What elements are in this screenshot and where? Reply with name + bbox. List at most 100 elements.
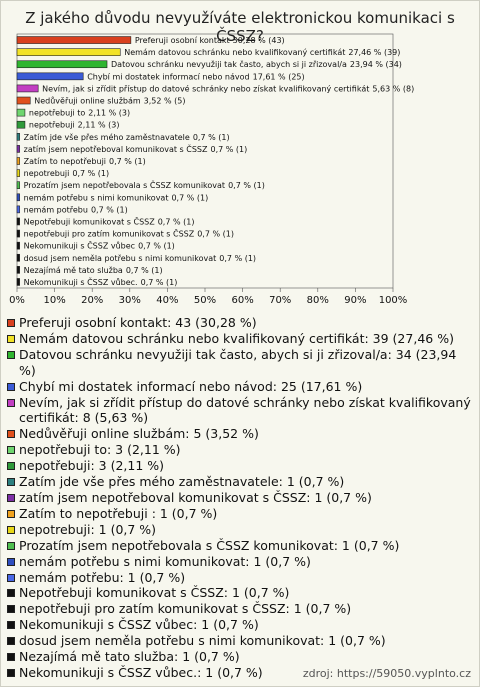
legend-item: nepotřebuji pro zatím komunikovat s ČSSZ… bbox=[7, 601, 473, 617]
legend-swatch bbox=[7, 462, 15, 471]
category-label: nepotrebuji bbox=[24, 169, 70, 178]
category-label: Zatím to nepotřebuji bbox=[24, 157, 106, 166]
legend-item: Chybí mi dostatek informací nebo návod: … bbox=[7, 379, 473, 395]
legend-swatch bbox=[7, 478, 15, 487]
bar-label: Nepotřebuji komunikovat s ČSSZ 0,7 % (1) bbox=[24, 215, 195, 226]
legend-item: Prozatím jsem nepotřebovala s ČSSZ komun… bbox=[7, 538, 473, 554]
value-label: 0,7 % (1) bbox=[158, 217, 195, 226]
value-label: 17,61 % (25) bbox=[253, 72, 305, 81]
bar bbox=[16, 108, 26, 117]
value-label: 0,7 % (1) bbox=[193, 132, 230, 141]
legend-label: Nekomunikuji s ČSSZ vůbec: 1 (0,7 %) bbox=[19, 617, 259, 633]
category-label: nepotřebuji to bbox=[29, 108, 85, 117]
bar-label: nepotřebuji pro zatím komunikovat s ČSSZ… bbox=[24, 227, 234, 238]
bar-label: dosud jsem neměla potřebu s nimi komunik… bbox=[24, 253, 256, 262]
x-tick-label: 50% bbox=[194, 295, 216, 306]
legend-item: Zatím to nepotřebuji : 1 (0,7 %) bbox=[7, 506, 473, 522]
legend-swatch bbox=[7, 398, 15, 407]
legend-label: Zatím jde vše přes mého zaměstnavatele: … bbox=[19, 474, 345, 490]
bar bbox=[16, 157, 20, 165]
legend-item: Nevím, jak si zřídit přístup do datové s… bbox=[7, 395, 473, 427]
x-tick-label: 70% bbox=[269, 295, 291, 306]
bar-label: zatím jsem nepotřeboval komunikovat s ČS… bbox=[24, 142, 248, 153]
x-tick-label: 20% bbox=[81, 295, 103, 306]
x-tick-label: 10% bbox=[43, 295, 65, 306]
legend-item: nemám potřebu s nimi komunikovat: 1 (0,7… bbox=[7, 554, 473, 570]
category-label: Prozatím jsem nepotřebovala s ČSSZ komun… bbox=[24, 179, 225, 190]
bar-label: Preferuji osobní kontakt 30,28 % (43) bbox=[135, 36, 285, 45]
legend-label: Nekomunikuji s ČSSZ vůbec.: 1 (0,7 %) bbox=[19, 664, 263, 680]
legend-item: Nemám datovou schránku nebo kvalifikovan… bbox=[7, 331, 473, 347]
x-tick-label: 80% bbox=[307, 295, 329, 306]
legend-label: zatím jsem nepotřeboval komunikovat s ČS… bbox=[19, 489, 372, 505]
legend-label: Nepotřebuji komunikovat s ČSSZ: 1 (0,7 %… bbox=[19, 585, 290, 601]
bar bbox=[16, 205, 20, 214]
category-label: Preferuji osobní kontakt bbox=[135, 36, 230, 45]
bar bbox=[16, 229, 20, 238]
legend-item: Preferuji osobní kontakt: 43 (30,28 %) bbox=[7, 315, 473, 331]
category-label: Chybí mi dostatek informací nebo návod bbox=[87, 72, 249, 81]
bar-label: Nezajímá mě tato služba 0,7 % (1) bbox=[24, 265, 163, 274]
bar-label: Zatím to nepotřebuji 0,7 % (1) bbox=[24, 157, 146, 166]
category-label: Nepotřebuji komunikovat s ČSSZ bbox=[24, 215, 156, 226]
category-label: Zatím jde vše přes mého zaměstnavatele bbox=[24, 131, 190, 141]
x-tick-label: 100% bbox=[379, 295, 408, 306]
bar bbox=[16, 181, 20, 189]
legend-swatch bbox=[7, 430, 15, 439]
chart: 0% 10% 20% 30% 40% 50% 60% 70% 80% 90% 100% Preferu… bbox=[9, 33, 414, 306]
x-tick-label: 90% bbox=[344, 295, 366, 306]
bar-label: nemám potřebu 0,7 % (1) bbox=[24, 205, 128, 214]
bar bbox=[16, 253, 20, 262]
bar bbox=[16, 72, 84, 81]
legend-label: nepotřebuji: 3 (2,11 %) bbox=[19, 458, 165, 474]
legend-label: Prozatím jsem nepotřebovala s ČSSZ komun… bbox=[19, 537, 400, 553]
legend-swatch bbox=[7, 668, 15, 677]
legend-swatch bbox=[7, 573, 15, 582]
bar-label: nepotřebuji 2,11 % (3) bbox=[29, 120, 120, 129]
chart-title: Z jakého důvodu nevyužíváte elektronicko… bbox=[25, 9, 455, 45]
legend-label: Zatím to nepotřebuji : 1 (0,7 %) bbox=[19, 505, 218, 521]
bar bbox=[16, 60, 108, 69]
legend-label: Nezajímá mě tato služba: 1 (0,7 %) bbox=[19, 649, 240, 665]
bar bbox=[16, 193, 20, 202]
legend-swatch bbox=[7, 446, 15, 455]
legend-swatch bbox=[7, 605, 15, 614]
category-label: nemám potřebu s nimi komunikovat bbox=[24, 193, 169, 202]
category-label: zatím jsem nepotřeboval komunikovat s ČS… bbox=[24, 142, 208, 153]
category-label: Nevím, jak si zřídit přístup do datové s… bbox=[42, 83, 369, 93]
legend-item: dosud jsem neměla potřebu s nimi komunik… bbox=[7, 633, 473, 649]
legend-label: dosud jsem neměla potřebu s nimi komunik… bbox=[19, 633, 386, 649]
bar bbox=[16, 133, 20, 141]
legend-label: nepotřebuji pro zatím komunikovat s ČSSZ… bbox=[19, 601, 352, 617]
value-label: 5,63 % (8) bbox=[372, 84, 414, 93]
legend-swatch bbox=[7, 493, 15, 502]
legend-item: nepotřebuji: 3 (2,11 %) bbox=[7, 458, 473, 474]
bar-label: Datovou schránku nevyužiji tak často, ab… bbox=[111, 59, 402, 69]
bar-label: Zatím jde vše přes mého zaměstnavatele 0,… bbox=[24, 131, 230, 141]
bar bbox=[16, 241, 20, 250]
category-label: nepotřebuji bbox=[29, 120, 75, 129]
value-label: 27,46 % (39) bbox=[348, 48, 400, 57]
bar-label: nepotrebuji 0,7 % (1) bbox=[24, 169, 109, 178]
legend-label: nepotřebuji to: 3 (2,11 %) bbox=[19, 442, 181, 458]
legend-swatch bbox=[7, 653, 15, 662]
legend-item: nepotřebuji to: 3 (2,11 %) bbox=[7, 442, 473, 458]
legend-label: Nemám datovou schránku nebo kvalifikovan… bbox=[19, 330, 454, 346]
category-label: Datovou schránku nevyužiji tak často, ab… bbox=[111, 59, 347, 69]
legend-item: Datovou schránku nevyužiji tak často, ab… bbox=[7, 347, 473, 379]
bar bbox=[16, 36, 132, 44]
value-label: 3,52 % (5) bbox=[144, 96, 186, 105]
source: zdroj: https://59050.vyplnto.cz bbox=[302, 667, 471, 680]
bar-label: Nemám datovou schránku nebo kvalifikovan… bbox=[124, 48, 400, 57]
bar bbox=[16, 217, 20, 226]
value-label: 0,7 % (1) bbox=[126, 265, 163, 274]
value-label: 0,7 % (1) bbox=[138, 241, 175, 250]
value-label: 0,7 % (1) bbox=[141, 277, 178, 286]
bar-label: Chybí mi dostatek informací nebo návod 17… bbox=[87, 72, 304, 81]
bar-label: Nekomunikuji s ČSSZ vůbec. 0,7 % (1) bbox=[24, 275, 178, 286]
value-label: 0,7 % (1) bbox=[219, 253, 256, 262]
bar-label: Nekomunikuji s ČSSZ vůbec 0,7 % (1) bbox=[24, 239, 175, 250]
bar bbox=[16, 278, 20, 286]
value-label: 0,7 % (1) bbox=[228, 181, 265, 190]
